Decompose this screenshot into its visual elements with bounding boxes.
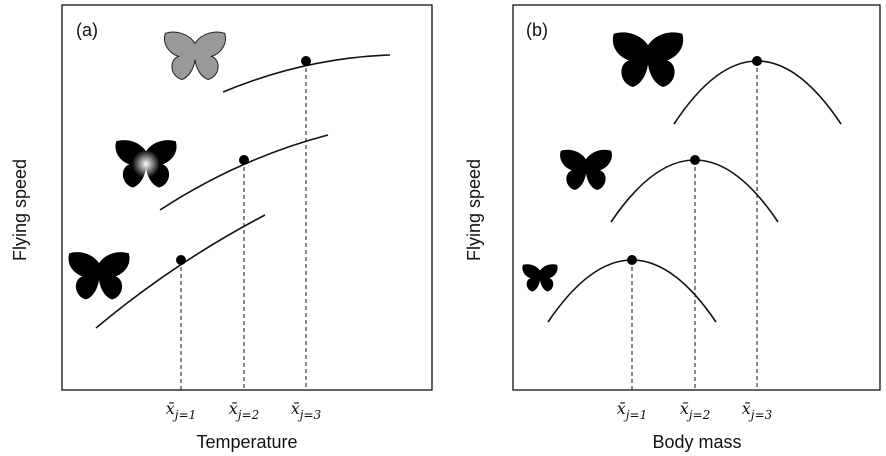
butterfly-icon bbox=[68, 252, 130, 300]
panel-label: (a) bbox=[76, 20, 98, 40]
y-axis-label: Flying speed bbox=[10, 159, 30, 261]
x-tick-label: x̄j=1 bbox=[617, 399, 647, 422]
butterfly-icon bbox=[163, 31, 227, 80]
tick-subscript: j=1 bbox=[623, 408, 647, 422]
tick-symbol: x̄ bbox=[617, 399, 626, 418]
tick-symbol: x̄ bbox=[166, 399, 175, 418]
panel-frame bbox=[512, 4, 881, 391]
x-tick-label: x̄j=2 bbox=[680, 399, 710, 422]
tick-subscript: j=2 bbox=[235, 408, 259, 422]
optimum-point bbox=[627, 255, 637, 265]
tick-subscript: j=1 bbox=[172, 408, 196, 422]
optimum-point bbox=[239, 155, 249, 165]
x-axis-label: Body mass bbox=[652, 432, 741, 452]
panel-label: (b) bbox=[526, 20, 548, 40]
panel-frame bbox=[61, 4, 433, 391]
x-tick-label: x̄j=2 bbox=[229, 399, 259, 422]
tick-symbol: x̄ bbox=[680, 399, 689, 418]
x-ticks: x̄j=1 x̄j=2 x̄j=3 bbox=[617, 399, 773, 422]
optimum-point bbox=[301, 56, 311, 66]
tick-symbol: x̄ bbox=[229, 399, 238, 418]
butterfly-icon bbox=[560, 149, 612, 190]
tick-symbol: x̄ bbox=[291, 399, 300, 418]
y-axis-label: Flying speed bbox=[464, 159, 484, 261]
x-axis-label: Temperature bbox=[196, 432, 297, 452]
butterfly-icon bbox=[612, 32, 684, 87]
tick-subscript: j=3 bbox=[748, 408, 773, 422]
optimum-point bbox=[752, 56, 762, 66]
curve bbox=[159, 134, 329, 211]
butterfly-glow bbox=[132, 150, 160, 178]
curve bbox=[95, 214, 266, 329]
optimum-point bbox=[690, 155, 700, 165]
x-tick-label: x̄j=1 bbox=[166, 399, 196, 422]
x-tick-label: x̄j=3 bbox=[291, 399, 322, 422]
x-tick-label: x̄j=3 bbox=[742, 399, 773, 422]
optimum-point bbox=[176, 255, 186, 265]
tick-symbol: x̄ bbox=[742, 399, 751, 418]
panel-a: (a) Flying speed Temperature x̄j=1 x̄j=2 x… bbox=[10, 4, 433, 452]
tick-subscript: j=3 bbox=[297, 408, 322, 422]
panel-b: (b) Flying speed Body mass x̄j=1 x̄j=2 x̄j… bbox=[464, 4, 881, 452]
butterfly-icon bbox=[522, 264, 558, 292]
x-ticks: x̄j=1 x̄j=2 x̄j=3 bbox=[166, 399, 322, 422]
tick-subscript: j=2 bbox=[686, 408, 710, 422]
